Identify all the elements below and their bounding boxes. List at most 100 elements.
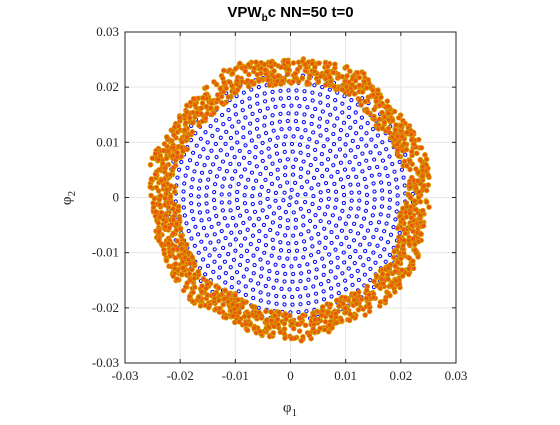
data-point: [249, 303, 256, 310]
data-point: [205, 209, 210, 214]
data-point: [339, 228, 345, 233]
data-point: [310, 114, 315, 119]
data-point: [260, 140, 265, 146]
data-point: [374, 227, 379, 232]
data-point: [325, 103, 331, 108]
data-point: [322, 226, 327, 231]
data-point: [217, 275, 222, 280]
data-point: [355, 307, 362, 313]
data-point: [208, 169, 213, 174]
data-point: [274, 143, 279, 148]
data-point: [226, 108, 231, 113]
data-point: [277, 158, 283, 163]
data-point: [243, 284, 248, 289]
data-point: [175, 203, 182, 210]
data-point: [290, 325, 297, 332]
data-point: [291, 271, 296, 277]
y-tick-label: 0.02: [96, 79, 119, 94]
data-point: [298, 338, 305, 344]
data-point: [279, 127, 284, 132]
data-point: [215, 127, 220, 132]
data-point: [332, 61, 338, 68]
data-point: [380, 280, 386, 287]
data-point: [232, 292, 238, 299]
x-tick-label: -0.03: [111, 368, 138, 383]
data-point: [370, 213, 375, 218]
data-point: [254, 126, 260, 131]
data-point: [344, 63, 350, 70]
data-point: [227, 192, 232, 197]
data-point: [371, 113, 377, 120]
data-point: [362, 98, 368, 105]
data-point: [351, 167, 356, 172]
data-point: [395, 193, 400, 198]
data-point: [358, 102, 364, 108]
data-point: [401, 140, 408, 147]
data-point: [202, 163, 207, 168]
data-point: [203, 84, 210, 91]
data-point: [172, 255, 179, 261]
data-point: [204, 185, 209, 190]
data-point: [155, 220, 162, 226]
data-point: [184, 134, 190, 140]
data-point: [417, 157, 424, 163]
data-point: [258, 200, 263, 205]
data-point: [320, 109, 325, 114]
data-point: [288, 335, 295, 342]
data-point: [241, 135, 246, 140]
data-point: [223, 141, 228, 147]
data-point: [287, 202, 292, 208]
data-point: [183, 173, 188, 178]
data-point: [207, 217, 212, 222]
title-rest: c NN=50 t=0: [267, 4, 354, 21]
data-point: [387, 197, 393, 202]
data-point: [328, 313, 335, 320]
data-point: [248, 78, 255, 85]
data-point: [340, 184, 346, 190]
data-point: [215, 285, 222, 291]
data-point: [285, 225, 290, 231]
data-point: [267, 137, 273, 142]
data-point: [325, 204, 330, 209]
data-point: [420, 207, 426, 214]
data-point: [313, 213, 318, 218]
data-point: [237, 213, 243, 218]
data-point: [385, 103, 391, 110]
data-point: [250, 194, 255, 199]
data-point: [299, 185, 304, 190]
data-point: [269, 121, 275, 126]
data-point: [365, 121, 370, 126]
data-point: [203, 272, 208, 277]
data-point: [263, 308, 269, 315]
data-point: [325, 94, 330, 100]
data-point: [176, 115, 183, 121]
data-point: [358, 242, 363, 247]
data-point: [283, 271, 288, 276]
data-point: [408, 148, 415, 155]
data-point: [220, 208, 225, 213]
data-point: [224, 152, 230, 157]
data-point: [281, 198, 286, 203]
data-point: [265, 324, 272, 330]
data-point: [331, 83, 338, 90]
data-point: [275, 73, 281, 79]
data-point: [175, 175, 180, 180]
data-point: [283, 134, 288, 139]
data-point: [282, 311, 289, 318]
data-point: [251, 325, 257, 331]
data-point: [163, 186, 170, 193]
data-point: [170, 230, 177, 237]
y-tick-label: 0.03: [96, 24, 119, 39]
data-point: [172, 261, 179, 267]
data-point: [359, 89, 366, 95]
data-point: [240, 99, 245, 104]
data-point: [314, 140, 319, 145]
data-point: [292, 70, 299, 77]
data-point: [310, 90, 315, 95]
data-point: [243, 292, 248, 298]
data-point: [205, 263, 211, 268]
data-point: [318, 100, 323, 105]
data-point: [384, 221, 389, 226]
data-point: [266, 300, 271, 305]
data-point: [360, 169, 365, 174]
